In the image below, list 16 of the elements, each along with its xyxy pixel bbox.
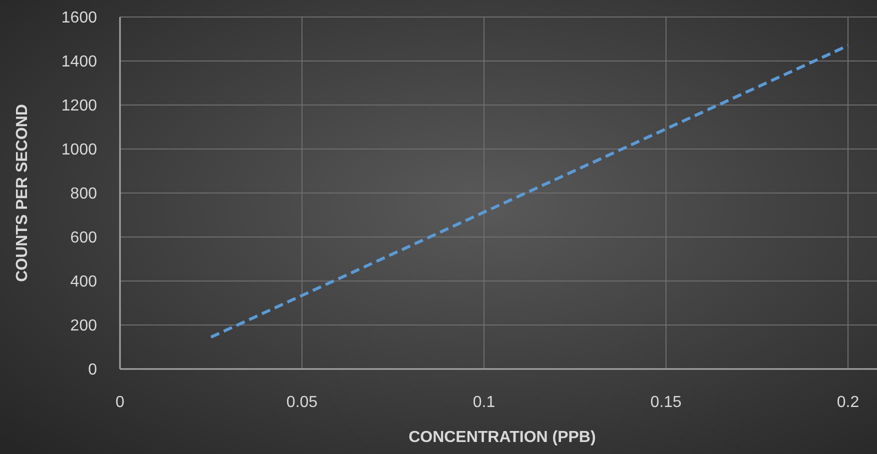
- y-tick-label: 1600: [61, 10, 98, 27]
- y-tick-label: 200: [70, 318, 98, 335]
- y-axis-title: COUNTS PER SECOND: [14, 104, 31, 282]
- y-tick-label: 1000: [61, 142, 98, 159]
- x-tick-label: 0: [116, 394, 125, 411]
- y-tick-label: 1400: [61, 54, 98, 71]
- x-tick-label: 0.05: [286, 394, 318, 411]
- y-tick-label: 400: [70, 274, 98, 291]
- x-tick-label: 0.15: [650, 394, 682, 411]
- y-tick-label: 0: [88, 362, 98, 379]
- x-tick-label: 0.2: [836, 394, 860, 411]
- x-tick-label: 0.1: [472, 394, 496, 411]
- y-tick-label: 600: [70, 230, 98, 247]
- y-tick-label: 800: [70, 186, 98, 203]
- x-axis-title: CONCENTRATION (PPB): [408, 429, 596, 446]
- y-tick-label: 1200: [61, 98, 98, 115]
